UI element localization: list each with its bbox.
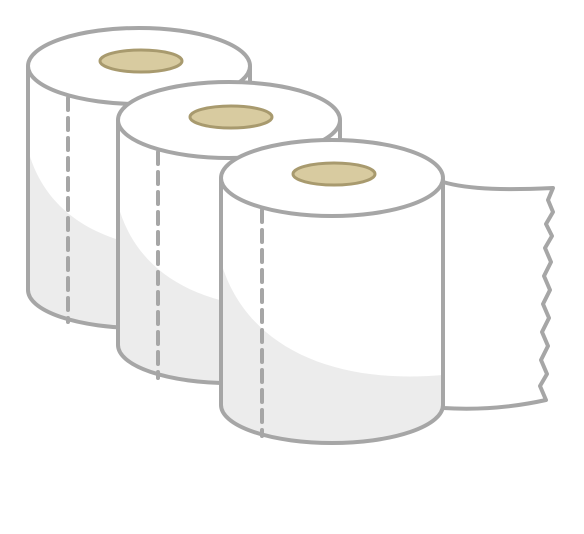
roll-middle-core [188,104,274,130]
roll-front-shade [221,262,443,443]
roll-back-core [98,48,184,74]
roll-front-core [291,161,377,187]
roll-front [219,138,555,445]
roll-front-outline [219,178,445,445]
unrolled-sheet [441,180,555,411]
